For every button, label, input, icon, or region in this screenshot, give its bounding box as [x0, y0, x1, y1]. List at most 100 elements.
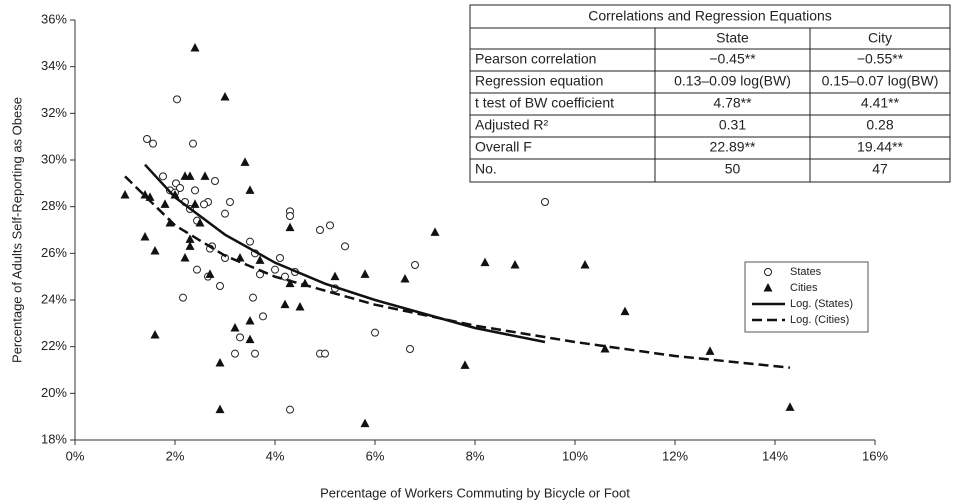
table-cell: 4.41** [861, 95, 900, 111]
x-axis-label: Percentage of Workers Commuting by Bicyc… [320, 485, 630, 500]
trend-line [124, 175, 791, 369]
circle-point [179, 293, 187, 302]
legend-box [744, 261, 869, 333]
y-tick-label: 36% [41, 11, 67, 26]
circle-point [191, 186, 199, 195]
row-label: Pearson correlation [475, 51, 596, 67]
circle-point [276, 254, 284, 262]
table-cell: 0.28 [866, 117, 893, 133]
y-tick-label: 26% [41, 245, 67, 260]
triangle-point [245, 316, 255, 325]
circle-point [541, 198, 549, 206]
x-tick-label: 0% [66, 448, 85, 463]
circle-point [764, 268, 772, 276]
triangle-point [580, 260, 590, 269]
circle-point [271, 265, 279, 274]
triangle-point [140, 190, 150, 199]
circle-point [286, 212, 294, 220]
circle-point [221, 209, 229, 218]
triangle-point [180, 253, 190, 262]
triangle-point [620, 306, 630, 316]
triangle-point [600, 344, 610, 353]
legend-label: States [790, 266, 822, 278]
triangle-point [215, 358, 225, 367]
row-label: Adjusted R² [475, 117, 548, 133]
y-tick-label: 18% [41, 431, 67, 446]
triangle-point [185, 234, 195, 243]
circle-point [249, 293, 257, 302]
triangle-point [190, 43, 200, 52]
circle-point [246, 237, 254, 246]
circle-point [189, 139, 197, 148]
circle-point [216, 282, 224, 290]
x-tick-label: 4% [266, 448, 285, 463]
triangle-point [480, 257, 490, 267]
triangle-point [295, 302, 305, 311]
circle-point [411, 261, 419, 269]
triangle-point [430, 227, 440, 236]
triangle-point [785, 402, 795, 411]
table-header: State [716, 30, 749, 46]
circle-point [231, 349, 239, 358]
table-title: Correlations and Regression Equations [588, 8, 832, 24]
legend-label: Log. (Cities) [790, 314, 849, 326]
table-header: City [868, 30, 892, 46]
circle-point [371, 328, 379, 337]
trend-line [144, 163, 546, 344]
triangle-point [510, 260, 520, 269]
table-cell: 0.31 [719, 117, 746, 133]
circle-point [173, 95, 181, 104]
triangle-point [460, 360, 470, 369]
triangle-point [360, 418, 370, 428]
circle-point [281, 272, 289, 281]
x-tick-label: 2% [166, 448, 185, 463]
y-tick-label: 28% [41, 198, 67, 213]
triangle-point [195, 218, 205, 227]
circle-point [259, 312, 267, 321]
triangle-point [245, 185, 255, 194]
triangle-point [220, 92, 230, 101]
table-cell: 4.78** [713, 95, 752, 111]
y-tick-label: 22% [41, 338, 67, 353]
y-tick-label: 20% [41, 385, 67, 400]
x-tick-label: 8% [466, 448, 485, 463]
legend-label: Log. (States) [790, 298, 853, 310]
circle-point [326, 221, 334, 230]
legend-label: Cities [790, 282, 818, 294]
triangle-point [215, 404, 225, 414]
circle-point [143, 135, 151, 143]
x-tick-label: 12% [662, 448, 688, 463]
circle-point [226, 198, 234, 206]
circle-point [149, 139, 157, 148]
triangle-point [120, 190, 130, 199]
circle-point [341, 242, 349, 251]
x-tick-label: 6% [366, 448, 385, 463]
triangle-point [285, 278, 295, 288]
x-tick-label: 16% [862, 448, 888, 463]
triangle-point [235, 253, 245, 262]
table: Correlations and Regression Equations Sta… [469, 4, 951, 183]
triangle-point [360, 269, 370, 278]
triangle-point [285, 222, 295, 232]
triangle-point [185, 241, 195, 250]
circle-point [236, 333, 244, 342]
triangle-point [190, 199, 200, 208]
circle-point [193, 265, 201, 274]
x-tick-label: 14% [762, 448, 788, 463]
circle-point [251, 349, 259, 358]
circle-point [406, 345, 414, 353]
triangle-point [280, 299, 290, 309]
circle-point [159, 172, 167, 181]
triangle-point [150, 330, 160, 339]
y-tick-label: 34% [41, 58, 67, 73]
legend: States Cities Log. (States) Log. (Cities) [744, 261, 869, 333]
triangle-point [180, 171, 190, 180]
table-cell: 19.44** [857, 139, 903, 155]
table-cell: 47 [872, 161, 888, 177]
triangle-point [400, 274, 410, 283]
triangle-point [255, 255, 265, 264]
y-tick-label: 24% [41, 291, 67, 306]
circle-point [211, 177, 219, 185]
triangle-point [330, 271, 340, 281]
